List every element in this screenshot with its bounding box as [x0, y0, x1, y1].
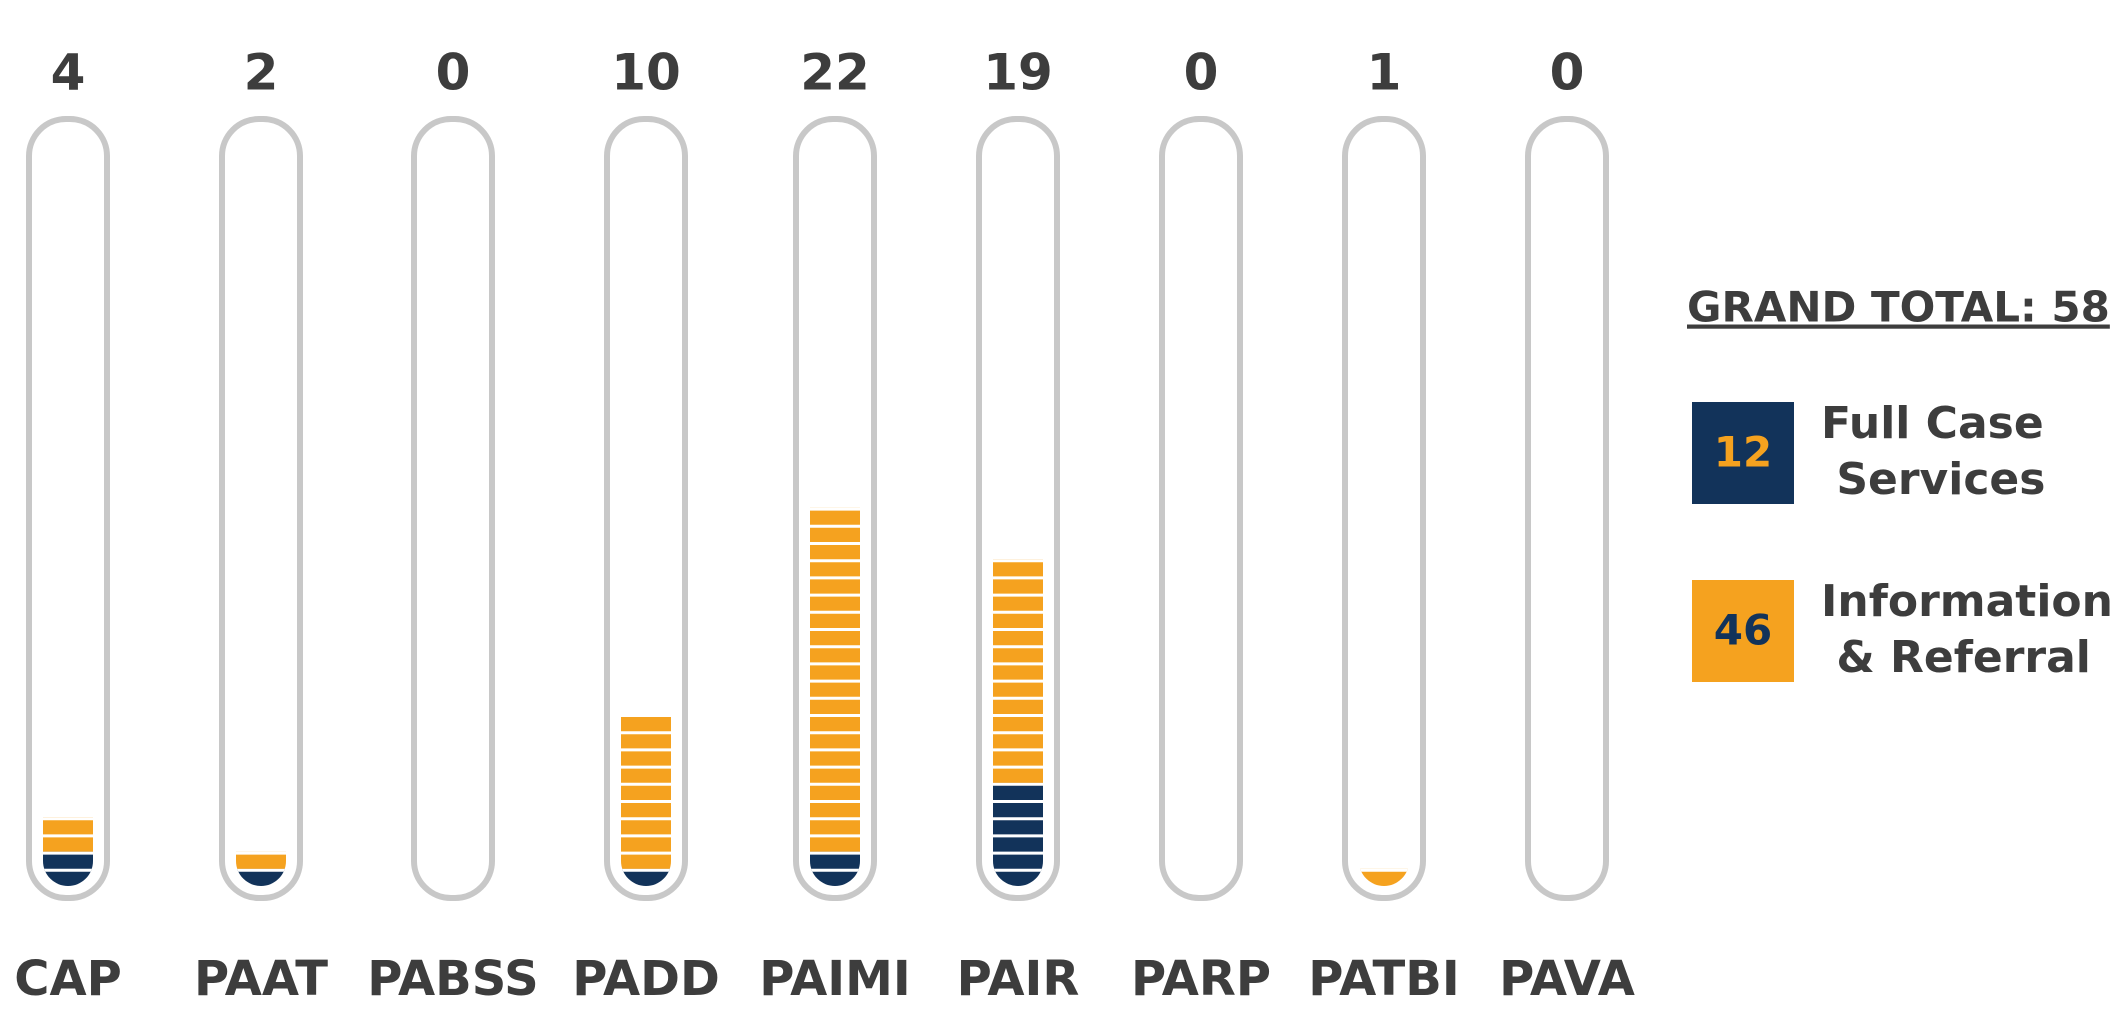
x-tick-label: CAP — [14, 951, 122, 1007]
stack — [621, 714, 671, 886]
total-label: 2 — [244, 44, 279, 102]
total-label: 0 — [1550, 44, 1585, 102]
legend-label: Full Case Services — [1821, 398, 2045, 505]
total-label: 10 — [611, 44, 681, 102]
segment — [1359, 868, 1409, 886]
x-tick-label: PATBI — [1308, 951, 1459, 1007]
legend-swatch — [1692, 402, 1794, 504]
tube — [1159, 116, 1243, 901]
x-tick-label: PADD — [572, 951, 720, 1007]
total-label: 4 — [51, 44, 86, 102]
total-label: 1 — [1367, 44, 1402, 102]
total-label: 22 — [800, 44, 870, 102]
segment — [236, 868, 286, 886]
legend-swatch — [1692, 580, 1794, 682]
tube — [1342, 116, 1426, 901]
tube — [604, 116, 688, 901]
stack — [236, 851, 286, 886]
total-label: 0 — [436, 44, 471, 102]
x-tick-label: PAIR — [957, 951, 1080, 1007]
total-label: 19 — [983, 44, 1053, 102]
x-tick-label: PAVA — [1499, 951, 1635, 1007]
tube — [411, 116, 495, 901]
legend-total: 12 — [1714, 428, 1772, 477]
stack — [43, 817, 93, 886]
segment — [621, 714, 671, 869]
total-label: 0 — [1184, 44, 1219, 102]
chart-title: GRAND TOTAL: 58 — [1687, 283, 2110, 332]
x-tick-label: PAIMI — [759, 951, 910, 1007]
tube — [219, 116, 303, 901]
stack — [993, 559, 1043, 886]
x-tick-label: PARP — [1131, 951, 1271, 1007]
tube — [26, 116, 110, 901]
x-tick-label: PABSS — [367, 951, 539, 1007]
segment — [621, 868, 671, 886]
x-tick-label: PAAT — [194, 951, 328, 1007]
stack — [810, 507, 860, 886]
tube — [1525, 116, 1609, 901]
legend-label: Information & Referral — [1821, 576, 2113, 683]
stack — [1359, 868, 1409, 886]
segment — [236, 851, 286, 869]
legend-total: 46 — [1714, 606, 1772, 655]
